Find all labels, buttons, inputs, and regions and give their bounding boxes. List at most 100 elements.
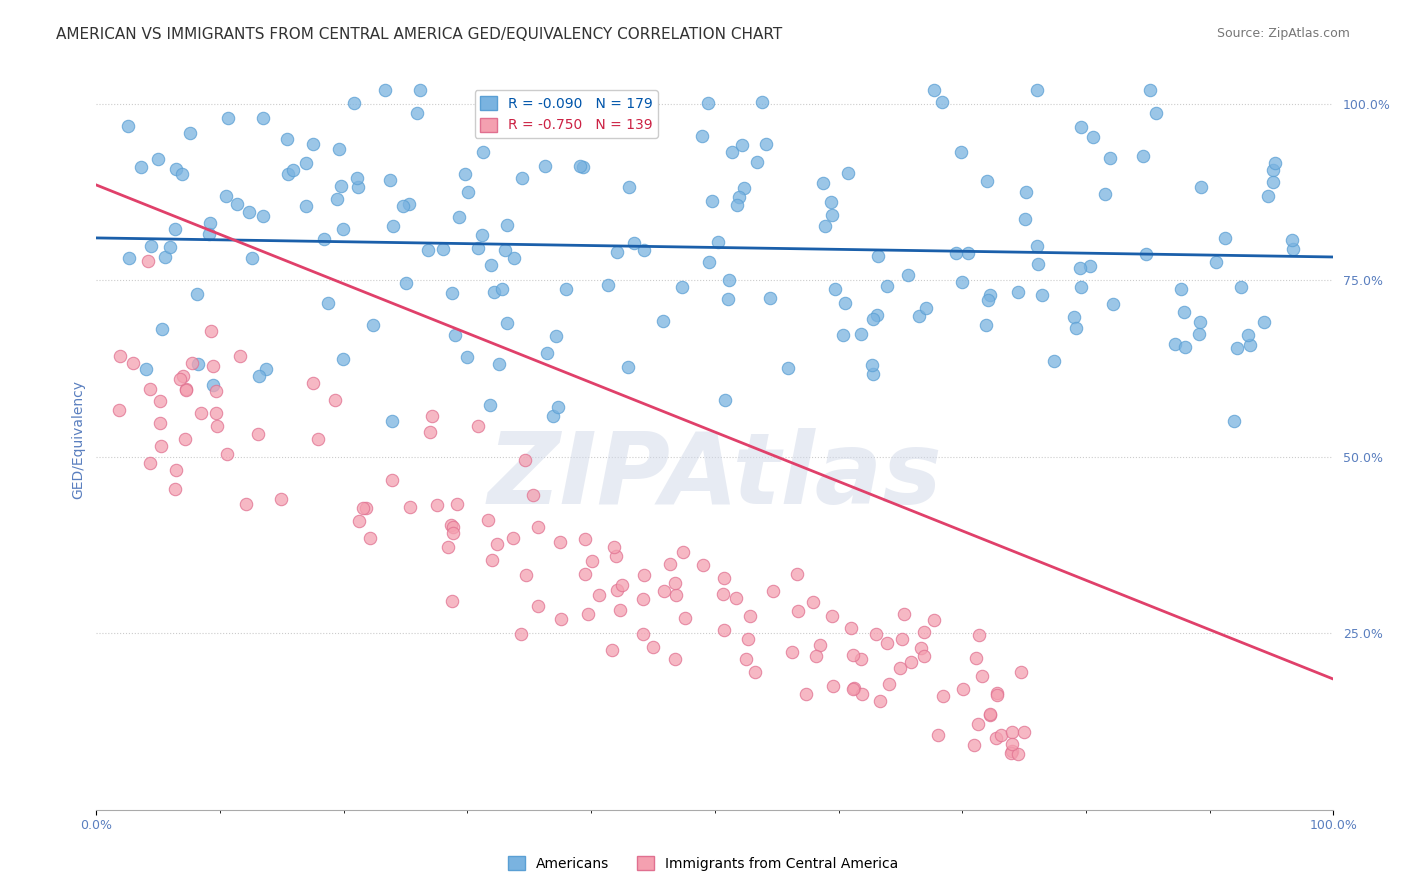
Point [510, 627, 533, 641]
Point [967, 628, 990, 642]
Point [479, 258, 502, 272]
Point [1261, 163, 1284, 178]
Point [1014, 185, 1036, 199]
Point [135, 362, 157, 376]
Point [326, 192, 349, 206]
Point [976, 174, 998, 188]
Point [277, 167, 299, 181]
Point [1144, 105, 1167, 120]
Point [581, 554, 603, 568]
Point [1026, 239, 1049, 253]
Point [603, 541, 626, 555]
Point [962, 738, 984, 752]
Point [824, 282, 846, 296]
Point [394, 276, 416, 290]
Point [1239, 338, 1261, 352]
Point [979, 708, 1001, 723]
Point [254, 361, 277, 376]
Legend: Americans, Immigrants from Central America: Americans, Immigrants from Central Ameri… [502, 850, 904, 876]
Point [186, 286, 208, 301]
Point [727, 190, 749, 204]
Point [1042, 354, 1064, 368]
Point [378, 173, 401, 187]
Point [823, 679, 845, 693]
Point [759, 292, 782, 306]
Point [471, 145, 494, 160]
Point [295, 155, 318, 169]
Point [374, 83, 396, 97]
Point [381, 473, 404, 487]
Point [441, 525, 464, 540]
Point [633, 568, 655, 582]
Point [187, 357, 209, 371]
Point [718, 272, 741, 286]
Point [714, 393, 737, 408]
Point [479, 398, 502, 412]
Point [496, 316, 519, 330]
Point [1063, 310, 1085, 325]
Point [665, 588, 688, 602]
Point [136, 253, 159, 268]
Point [346, 171, 368, 186]
Point [965, 650, 987, 665]
Point [787, 604, 810, 618]
Point [238, 205, 260, 219]
Text: AMERICAN VS IMMIGRANTS FROM CENTRAL AMERICA GED/EQUIVALENCY CORRELATION CHART: AMERICAN VS IMMIGRANTS FROM CENTRAL AMER… [56, 27, 783, 42]
Point [494, 243, 516, 257]
Point [1261, 175, 1284, 189]
Point [631, 627, 654, 641]
Point [1205, 254, 1227, 268]
Point [598, 278, 620, 293]
Point [1031, 287, 1053, 301]
Point [108, 349, 131, 363]
Point [503, 252, 526, 266]
Point [569, 160, 592, 174]
Point [165, 161, 187, 176]
Point [606, 245, 628, 260]
Point [931, 95, 953, 110]
Point [117, 119, 139, 133]
Point [984, 731, 1007, 745]
Point [900, 655, 922, 669]
Point [713, 587, 735, 601]
Point [283, 163, 305, 178]
Point [820, 608, 842, 623]
Point [488, 357, 510, 371]
Point [986, 688, 1008, 702]
Point [329, 178, 352, 193]
Point [950, 275, 973, 289]
Point [176, 383, 198, 397]
Point [731, 137, 754, 152]
Point [1226, 341, 1249, 355]
Point [1081, 129, 1104, 144]
Point [713, 624, 735, 638]
Point [910, 640, 932, 655]
Point [215, 447, 238, 461]
Point [922, 83, 945, 97]
Point [226, 197, 249, 211]
Point [1001, 737, 1024, 751]
Point [979, 288, 1001, 302]
Point [865, 627, 887, 641]
Point [588, 588, 610, 602]
Point [733, 181, 755, 195]
Point [1188, 327, 1211, 342]
Point [576, 607, 599, 622]
Point [301, 136, 323, 151]
Point [484, 285, 506, 299]
Point [617, 359, 640, 374]
Point [600, 642, 623, 657]
Point [354, 501, 377, 516]
Point [347, 179, 370, 194]
Point [533, 159, 555, 173]
Point [707, 235, 730, 249]
Point [692, 129, 714, 144]
Point [776, 360, 799, 375]
Point [441, 520, 464, 534]
Point [820, 194, 842, 209]
Point [831, 327, 853, 342]
Point [323, 392, 346, 407]
Point [970, 669, 993, 683]
Point [744, 665, 766, 679]
Point [851, 327, 873, 342]
